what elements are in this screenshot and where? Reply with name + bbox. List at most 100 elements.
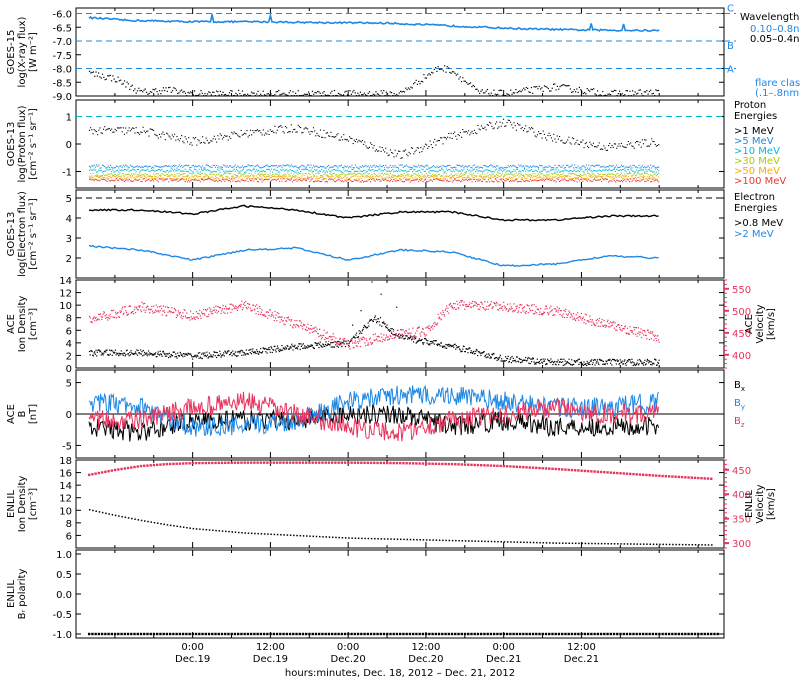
series-point-ace-density [528,362,530,364]
series-point-ace-density [173,351,175,353]
series-point-proton [407,170,409,172]
series-point-proton [385,147,387,149]
series-point-proton [497,171,499,173]
series-point-proton [472,173,474,175]
series-point-proton [146,174,148,176]
series-point-proton [136,179,138,181]
series-point-proton [178,168,180,171]
series-point-proton [566,164,568,166]
series-point-ace-velocity [386,336,388,338]
series-point-xray-short [263,94,266,96]
series-point-ace-density [607,359,609,361]
series-point-proton [223,170,225,172]
series-point-proton [426,164,428,166]
series-point-ace-density [131,352,133,354]
series-point-xray-short [121,83,123,85]
series-point-proton [266,168,268,171]
series-point-proton [497,127,499,129]
series-point-proton [111,179,113,181]
series-point-proton [367,169,369,171]
series-point-proton [102,165,105,167]
series-point-proton [365,164,367,166]
series-point-proton [426,180,428,182]
series-point-proton [175,164,177,167]
series-point-proton [297,124,299,126]
series-point-ace-density [539,362,541,365]
series-point-ace-density [364,325,366,327]
series-point-proton [407,175,409,177]
series-point-proton [349,178,351,180]
series-point-ace-velocity [330,339,332,341]
series-point-proton [284,169,287,171]
series-point-proton [610,165,612,167]
series-point-ace-density [400,334,402,336]
series-point-proton [88,179,91,181]
series-point-proton [505,180,507,182]
series-point-proton [368,169,370,171]
series-point-ace-density [527,358,529,360]
series-point-proton [489,165,491,167]
ylabel-goes13-electron: [cm⁻² s⁻¹ sr⁻¹] [28,198,39,270]
series-point-proton [345,166,347,168]
series-point-ace-density [401,337,403,339]
series-point-proton [468,177,470,179]
series-point-xray-short [295,92,297,94]
series-point-ace-density [204,354,207,356]
series-point-proton [459,165,461,167]
series-point-ace-density [199,356,201,358]
series-point-proton [515,177,517,180]
series-point-xray-short [110,80,113,82]
series-point-ace-density [344,345,347,348]
series-point-proton [304,127,306,129]
series-point-proton [202,165,204,167]
series-point-ace-density [497,358,500,361]
series-point-proton [307,178,309,180]
series-point-proton [596,164,598,166]
series-point-ace-density [381,325,383,327]
series-point-ace-density [538,362,540,364]
series-point-proton [539,179,541,181]
series-point-proton [338,170,340,172]
series-point-ace-density [549,361,551,364]
series-point-ace-density [322,344,325,346]
series-point-ace-velocity [215,309,218,311]
series-point-proton [137,174,140,176]
series-point-xray-short [226,95,228,97]
ytick-label-goes13-electron: 2 [66,254,72,265]
series-point-proton [206,169,208,171]
series-point-proton [462,170,464,172]
series-point-proton [338,139,340,141]
series-point-proton [297,171,299,173]
series-point-ace-density [565,362,568,364]
series-point-ace-density [366,327,368,329]
series-point-proton [224,171,226,173]
series-point-ace-velocity [201,311,203,313]
series-point-xray-short [514,92,516,94]
series-point-proton [416,178,418,180]
series-point-ace-density [324,345,326,347]
series-point-proton [270,130,273,133]
series-point-proton [582,175,584,177]
series-point-ace-velocity [372,342,374,344]
series-point-proton [240,175,242,177]
series-point-proton [268,168,270,170]
series-point-ace-velocity [266,311,268,313]
series-point-proton [500,179,502,181]
series-point-proton [636,178,638,180]
series-point-proton [456,176,458,178]
series-point-proton [274,168,276,170]
series-point-ace-density [519,358,521,360]
series-point-ace-velocity [177,315,179,317]
series-point-ace-density [600,359,603,361]
series-point-proton [409,153,411,155]
series-point-xray-short [125,86,127,88]
series-point-xray-short [482,92,485,94]
series-point-ace-density [261,352,263,354]
series-point-proton [395,175,397,177]
series-point-proton [105,174,107,176]
series-point-proton [557,165,559,167]
series-point-xray-short [123,80,126,82]
series-point-xray-short [381,92,384,94]
series-point-proton [559,180,561,182]
series-point-ace-velocity [288,319,290,321]
